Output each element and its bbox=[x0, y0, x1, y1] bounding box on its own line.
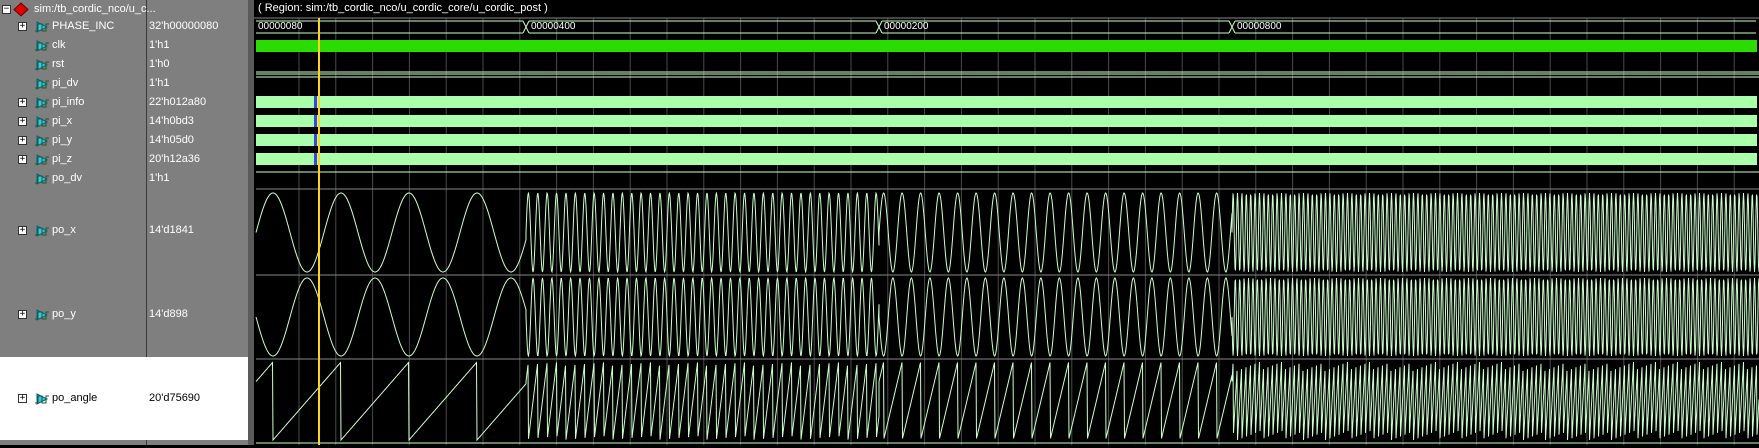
cyan-wave-icon bbox=[35, 154, 49, 166]
panel-divider[interactable] bbox=[146, 0, 147, 445]
phase-inc-transition bbox=[522, 20, 530, 34]
signal-name-clk[interactable]: clk bbox=[52, 39, 66, 51]
cyan-wave-icon bbox=[35, 78, 49, 90]
scope-label: sim:/tb_cordic_nco/u_c... bbox=[34, 3, 156, 15]
po-y-wave bbox=[255, 276, 1759, 358]
cyan-wave-icon bbox=[35, 135, 49, 147]
phase-inc-segment-label: 00000080 bbox=[258, 21, 303, 32]
signal-name-pi-z[interactable]: pi_z bbox=[52, 153, 73, 165]
bus-transition-marker bbox=[314, 134, 317, 146]
signal-name-po-y[interactable]: po_y bbox=[52, 308, 76, 320]
expand-icon[interactable]: + bbox=[18, 309, 27, 319]
expand-icon[interactable]: + bbox=[18, 154, 27, 164]
red-diamond-icon bbox=[13, 2, 29, 17]
signal-name-rst[interactable]: rst bbox=[52, 58, 65, 70]
collapse-icon[interactable]: − bbox=[2, 4, 11, 14]
phase-inc-segment-label: 00000200 bbox=[884, 21, 929, 32]
expand-icon[interactable]: + bbox=[18, 97, 27, 107]
phase-inc-segment-label: 00000800 bbox=[1237, 21, 1282, 32]
phase-inc-transition bbox=[875, 20, 883, 34]
signal-value-po-dv: 1'h1 bbox=[149, 172, 170, 184]
cyan-wave-icon bbox=[35, 173, 49, 185]
signal-name-pi-x[interactable]: pi_x bbox=[52, 115, 73, 127]
signal-value-pi-dv: 1'h1 bbox=[149, 77, 170, 89]
cyan-wave-icon bbox=[35, 97, 49, 109]
expand-icon[interactable]: + bbox=[18, 116, 27, 126]
cyan-wave-icon bbox=[35, 59, 49, 71]
expand-icon[interactable]: + bbox=[18, 393, 27, 403]
signal-value-pi-x: 14'h0bd3 bbox=[149, 115, 194, 127]
expand-icon[interactable]: + bbox=[18, 21, 27, 31]
expand-icon[interactable]: + bbox=[18, 225, 27, 235]
signal-name-phase-inc[interactable]: PHASE_INC bbox=[52, 20, 115, 32]
wave-divider[interactable] bbox=[248, 0, 254, 445]
expand-icon[interactable]: + bbox=[18, 135, 27, 145]
signal-value-pi-z: 20'h12a36 bbox=[149, 153, 201, 165]
cyan-wave-icon bbox=[35, 225, 49, 237]
phase-inc-transition bbox=[1228, 20, 1236, 34]
bus-band bbox=[256, 96, 1757, 108]
cyan-wave-icon bbox=[35, 309, 49, 321]
signal-value-pi-info: 22'h012a80 bbox=[149, 96, 207, 108]
bus-band bbox=[256, 115, 1757, 127]
cyan-wave-icon bbox=[35, 393, 49, 405]
waveform-area[interactable] bbox=[254, 0, 1759, 445]
signal-name-pi-dv[interactable]: pi_dv bbox=[52, 77, 79, 89]
bus-transition-marker bbox=[314, 115, 317, 127]
po-x-wave bbox=[255, 191, 1759, 274]
signal-value-phase-inc: 32'h00000080 bbox=[149, 20, 219, 32]
signal-name-pi-y[interactable]: pi_y bbox=[52, 134, 73, 146]
signal-name-po-angle[interactable]: po_angle bbox=[52, 392, 98, 404]
signal-value-rst: 1'h0 bbox=[149, 58, 170, 70]
signal-name-po-x[interactable]: po_x bbox=[52, 224, 76, 236]
signal-value-pi-y: 14'h05d0 bbox=[149, 134, 194, 146]
signal-value-po-angle: 20'd75690 bbox=[149, 392, 201, 404]
bus-band bbox=[256, 153, 1757, 165]
bus-band bbox=[256, 134, 1757, 146]
signal-value-po-y: 14'd898 bbox=[149, 308, 188, 320]
cyan-wave-icon bbox=[35, 116, 49, 128]
clk-wave bbox=[256, 40, 1757, 52]
bus-transition-marker bbox=[314, 153, 317, 165]
cyan-wave-icon bbox=[35, 21, 49, 33]
signal-value-clk: 1'h1 bbox=[149, 39, 170, 51]
signal-name-po-dv[interactable]: po_dv bbox=[52, 172, 82, 184]
phase-inc-segment-label: 00000400 bbox=[531, 21, 576, 32]
region-label: ( Region: sim:/tb_cordic_nco/u_cordic_co… bbox=[258, 2, 548, 14]
bus-transition-marker bbox=[314, 96, 317, 108]
cyan-wave-icon bbox=[35, 40, 49, 52]
signal-name-pi-info[interactable]: pi_info bbox=[52, 96, 85, 108]
waveform-canvas[interactable] bbox=[254, 0, 1759, 445]
po-angle-wave bbox=[255, 361, 1759, 442]
signal-value-po-x: 14'd1841 bbox=[149, 224, 194, 236]
